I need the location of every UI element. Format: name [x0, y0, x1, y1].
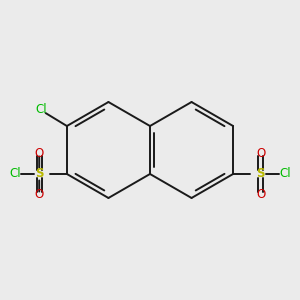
Text: O: O	[256, 188, 266, 201]
Text: Cl: Cl	[279, 167, 291, 181]
Text: O: O	[34, 188, 44, 201]
Text: Cl: Cl	[9, 167, 21, 181]
Text: Cl: Cl	[35, 103, 47, 116]
Text: O: O	[34, 147, 44, 160]
Text: S: S	[256, 167, 265, 181]
Text: S: S	[35, 167, 44, 181]
Text: O: O	[256, 147, 266, 160]
